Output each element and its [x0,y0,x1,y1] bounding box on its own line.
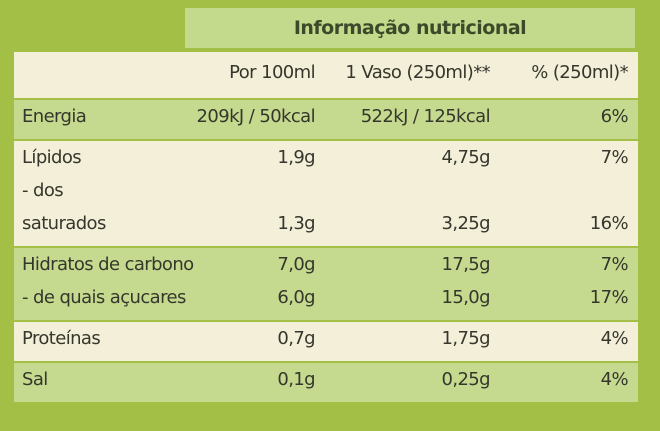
row-value: 0,7g [277,328,315,349]
row-value: 4% [600,328,629,349]
row-value: 17,5g [441,254,490,275]
row-value: 209kJ / 50kcal [196,106,316,127]
row-label: Hidratos de carbono [22,254,194,275]
section: Proteínas 0,7g 1,75g 4% [14,322,638,361]
column-header: % (250ml)* [531,62,628,83]
row-label: Proteínas [22,328,101,349]
row-value: 4,75g [441,147,490,168]
row-value: 522kJ / 125kcal [360,106,491,127]
row-label: saturados [22,213,106,234]
section: Energia 209kJ / 50kcal 522kJ / 125kcal 6% [14,100,638,139]
column-header: 1 Vaso (250ml)** [345,62,490,83]
header-row: Por 100ml 1 Vaso (250ml)** % (250ml)* [14,52,638,98]
section: Sal 0,1g 0,25g 4% [14,363,638,402]
row-value: 1,9g [277,147,315,168]
row-label: - de quais açucares [22,287,186,308]
section: Lípidos 1,9g 4,75g 7% - dos saturados 1,3g 3,25… [14,141,638,246]
row-label: - dos [22,180,64,201]
row-value: 3,25g [441,213,490,234]
row-label: Energia [22,106,87,127]
row-value: 6,0g [277,287,315,308]
row-value: 7% [600,147,629,168]
row-value: 7,0g [277,254,315,275]
row-value: 16% [589,213,629,234]
title-band [185,8,635,48]
row-value: 17% [589,287,629,308]
section: Hidratos de carbono 7,0g 17,5g 7% - de quais… [14,248,638,320]
title: Informação nutricional [293,17,527,39]
row-value: 0,1g [277,369,315,390]
row-value: 6% [600,106,629,127]
row-value: 4% [600,369,629,390]
row-value: 15,0g [441,287,490,308]
row-label: Lípidos [22,147,82,168]
row-value: 1,3g [277,213,315,234]
column-header: Por 100ml [229,62,315,83]
row-value: 0,25g [441,369,490,390]
row-value: 1,75g [441,328,490,349]
row-label: Sal [22,369,48,390]
row-value: 7% [600,254,629,275]
